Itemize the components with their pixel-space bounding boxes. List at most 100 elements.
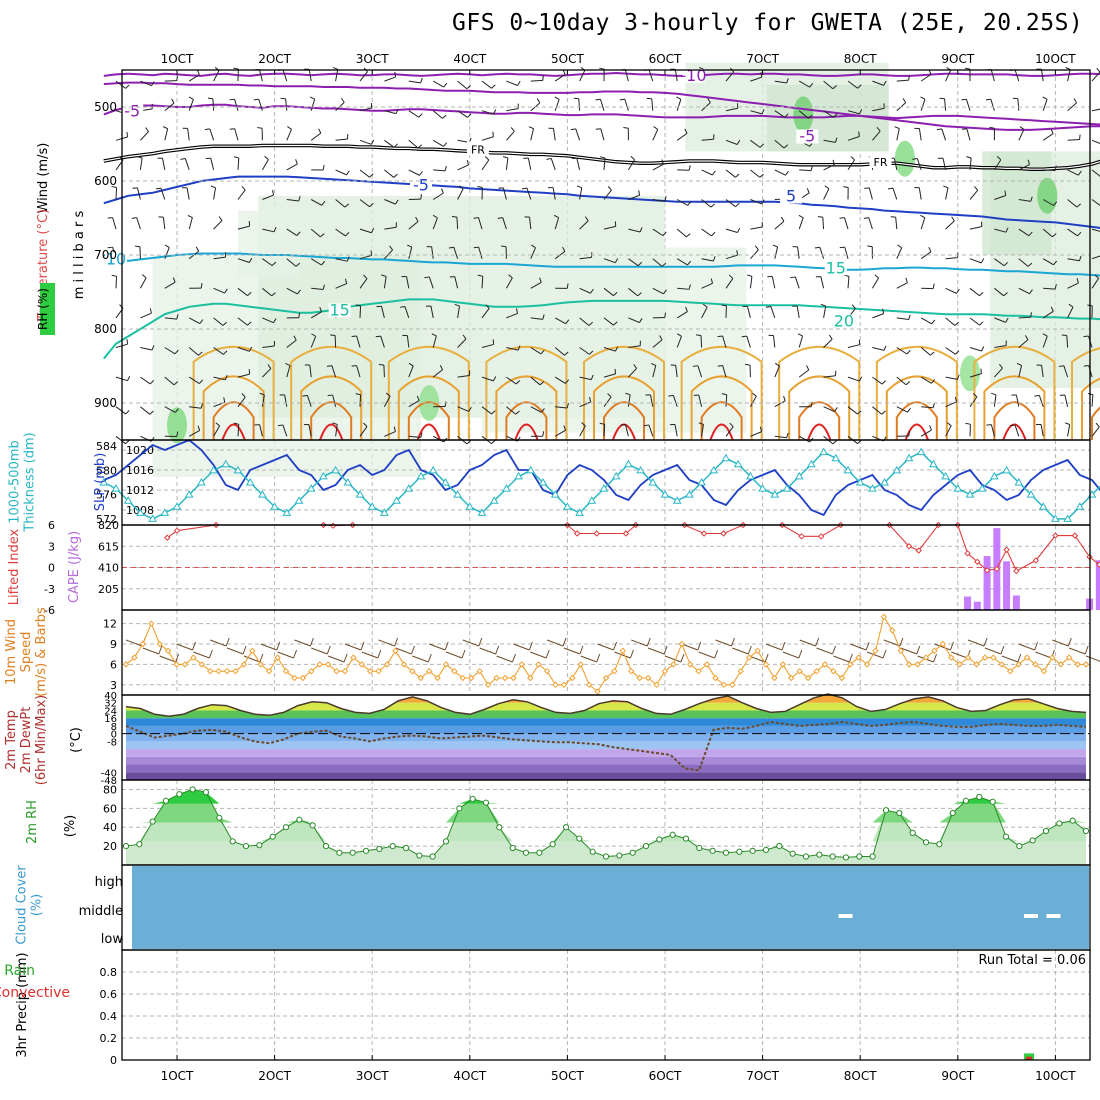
wind-barb	[432, 80, 444, 88]
rh-marker	[896, 809, 903, 817]
wind-barb	[701, 258, 714, 262]
thickness-marker	[477, 508, 487, 516]
wind-barb	[1042, 333, 1048, 337]
wind-barb	[603, 189, 612, 200]
pressure-tick-label: 800	[94, 322, 117, 336]
wind-barb	[213, 347, 224, 355]
wind-barb	[750, 110, 763, 115]
wind-barb-10m	[983, 637, 988, 647]
rh-axis-label: RH (%)	[36, 288, 50, 330]
wind-barb	[530, 281, 542, 289]
wind-barb	[687, 260, 692, 266]
wind-barb-10m	[192, 641, 196, 651]
wind-barb	[954, 321, 959, 326]
wind-barb	[954, 396, 958, 402]
wind-barb	[823, 375, 836, 378]
wind-barb	[906, 349, 911, 355]
wind-barb	[502, 156, 509, 159]
wind-barb	[462, 334, 467, 340]
wind-barb	[477, 274, 483, 277]
wind-barb	[823, 188, 830, 200]
wind-speed-marker	[164, 647, 172, 655]
wind-barb	[310, 199, 322, 206]
top-day-label: 8OCT	[844, 52, 877, 66]
wind-speed-marker	[324, 661, 332, 668]
wind-barb	[506, 312, 518, 319]
wind-barb	[722, 365, 727, 378]
wind-barb-10m	[462, 639, 480, 647]
wind-barb	[432, 435, 445, 443]
wind-barb	[619, 98, 625, 101]
pressure-tick-label: 500	[94, 100, 117, 114]
wind-barb	[946, 422, 952, 427]
thickness-marker	[611, 471, 621, 480]
temperature-tick-label: -8	[107, 737, 117, 748]
wind-barb	[628, 194, 640, 200]
wind-barb	[111, 185, 117, 189]
wind-barb	[213, 376, 226, 381]
wind-barb	[844, 217, 849, 230]
wind-barb	[335, 283, 347, 289]
wind-barb-10m	[1068, 647, 1086, 655]
wind-speed-marker	[644, 674, 652, 682]
wind-barb-10m	[848, 653, 853, 663]
wind-barb	[418, 113, 423, 118]
wind-barb	[1076, 203, 1081, 208]
wind-tick-label: 3	[110, 679, 117, 692]
wind-barb	[797, 246, 800, 259]
rh-marker	[522, 849, 530, 856]
wind-barb	[321, 201, 326, 206]
wind-barb	[384, 431, 396, 437]
thickness-marker	[941, 471, 950, 480]
wind-barb	[1018, 339, 1029, 348]
rh-tick-label: 80	[103, 783, 117, 796]
wind-barb	[599, 67, 605, 70]
wind-barb	[264, 155, 269, 160]
wind-barb	[188, 74, 200, 82]
wind-barb	[295, 262, 301, 267]
wind-barb	[881, 410, 886, 415]
wind-barb	[477, 186, 483, 188]
wind-barb	[443, 142, 448, 147]
wind-barb	[408, 365, 414, 378]
millibars-label: m i l l i b a r s	[72, 211, 87, 300]
wind-barb	[481, 308, 490, 319]
wind-barb	[872, 376, 883, 385]
wind-barb	[759, 143, 765, 148]
wind-barb	[540, 349, 545, 355]
wind-barb-10m	[832, 645, 836, 655]
wind-barb-10m	[461, 649, 466, 659]
wind-barb-10m	[1018, 643, 1035, 651]
wind-barb-10m	[629, 649, 634, 659]
wind-barb-10m	[933, 653, 938, 663]
wind-barb	[515, 410, 520, 415]
temperature-color-band	[126, 749, 1086, 757]
li-marker	[1071, 532, 1079, 539]
wind-barb	[505, 277, 513, 289]
rh2m-unit-label: (%)	[63, 815, 78, 838]
wind-barb	[749, 276, 753, 289]
wind-barb	[381, 306, 385, 319]
wind-barb	[717, 335, 723, 338]
wind-barb	[247, 291, 252, 296]
wind-barb	[1028, 231, 1033, 237]
wind-barb	[883, 80, 887, 86]
wind-barb	[530, 376, 541, 386]
rh-tick-label: 60	[103, 802, 117, 815]
wind-barb-10m	[293, 649, 298, 659]
rh-marker	[1016, 843, 1023, 850]
rh-marker	[536, 849, 543, 856]
wind-barb	[1018, 228, 1030, 237]
wind-tick-label: 12	[103, 618, 117, 631]
wind-barb	[822, 217, 825, 230]
rh-marker	[176, 791, 183, 798]
wind-barb-10m	[125, 639, 143, 647]
wind-barb	[809, 82, 814, 88]
rh-marker	[936, 841, 943, 848]
temperature-tick-label: 16	[104, 714, 117, 725]
pressure-tick-label: 700	[94, 248, 117, 262]
wind-barb	[140, 312, 152, 319]
wind-speed-marker	[493, 674, 500, 682]
wind-barb	[432, 139, 444, 147]
wind-barb-10m	[260, 643, 277, 651]
